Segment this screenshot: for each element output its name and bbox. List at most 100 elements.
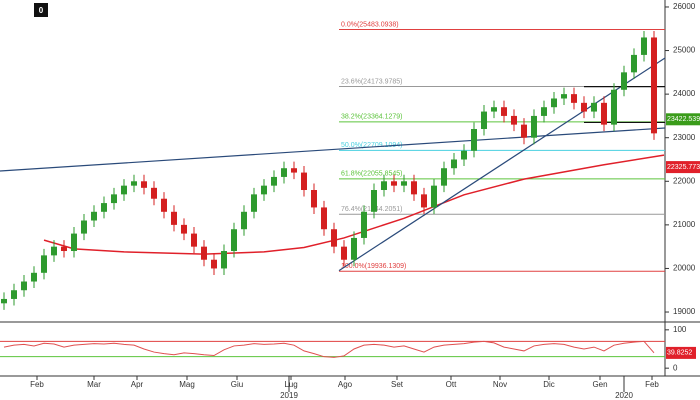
- x-tick-label: Ott: [446, 380, 457, 389]
- candle-body: [301, 172, 307, 191]
- candle-body: [481, 111, 487, 129]
- y-tick-label: 19000: [673, 307, 696, 316]
- year-label: 2020: [615, 391, 633, 400]
- candle-body: [221, 251, 227, 269]
- x-tick-label: Dic: [543, 380, 555, 389]
- x-tick-label: Giu: [231, 380, 243, 389]
- y-tick-label: 24000: [673, 89, 696, 98]
- candle-body: [261, 185, 267, 195]
- x-tick-label: Mag: [179, 380, 195, 389]
- badge-box: [34, 3, 48, 17]
- candle-body: [291, 168, 297, 173]
- candle-body: [171, 211, 177, 225]
- candle-body: [231, 229, 237, 252]
- candle-body: [151, 187, 157, 199]
- candle-body: [531, 115, 537, 138]
- candle-body: [111, 194, 117, 204]
- candle-body: [331, 229, 337, 247]
- candle-body: [131, 181, 137, 186]
- candle-body: [251, 194, 257, 212]
- x-tick-label: Feb: [645, 380, 659, 389]
- candle-body: [611, 89, 617, 125]
- candle-body: [601, 102, 607, 125]
- last-value-label: 23422.5391: [667, 116, 700, 123]
- candle-body: [511, 115, 517, 125]
- x-tick-label: Apr: [131, 380, 144, 389]
- candle-body: [381, 181, 387, 191]
- candle-body: [551, 98, 557, 108]
- x-tick-label: Ago: [338, 380, 353, 389]
- candle-body: [11, 290, 17, 299]
- candle-body: [641, 37, 647, 55]
- candle-body: [1, 298, 7, 304]
- moving-average: [43, 154, 665, 255]
- candle-body: [441, 168, 447, 186]
- rsi-tick-label: 100: [673, 325, 687, 334]
- y-tick-label: 25000: [673, 46, 696, 55]
- candle-body: [631, 54, 637, 73]
- candle-body: [201, 246, 207, 260]
- candle-body: [621, 72, 627, 90]
- candle-body: [401, 181, 407, 186]
- candle-body: [181, 224, 187, 234]
- candle-body: [581, 102, 587, 112]
- rsi-line: [3, 340, 655, 358]
- candle-body: [541, 107, 547, 116]
- candle-body: [51, 246, 57, 256]
- rsi-last-label: 39.8252: [667, 350, 692, 357]
- candle-body: [361, 211, 367, 238]
- candle-body: [341, 246, 347, 260]
- candle-body: [121, 185, 127, 195]
- candle-body: [351, 237, 357, 260]
- rsi-last-box: [666, 346, 696, 359]
- candle-body: [281, 168, 287, 177]
- candle-body: [391, 181, 397, 186]
- fib-label: 0.0%(25483.0938): [341, 21, 399, 28]
- candle-body: [461, 150, 467, 160]
- candle-body: [71, 233, 77, 252]
- last-value-label: 22325.7734: [667, 164, 700, 171]
- candle-body: [521, 124, 527, 138]
- fib-label: 61.8%(22055.8545): [341, 171, 403, 178]
- x-tick-label: Set: [391, 380, 404, 389]
- candle-body: [321, 207, 327, 230]
- candle-body: [411, 181, 417, 195]
- candle-body: [571, 94, 577, 103]
- last-value-box: [666, 113, 700, 126]
- x-tick-label: Feb: [30, 380, 44, 389]
- trendline: [0, 127, 666, 172]
- candle-body: [421, 194, 427, 208]
- candle-body: [61, 246, 67, 252]
- candle-body: [431, 185, 437, 208]
- fib-label: 38.2%(23364.1279): [341, 114, 403, 121]
- candle-body: [91, 211, 97, 221]
- x-tick-label: Lug: [284, 380, 297, 389]
- x-tick-label: Mar: [87, 380, 101, 389]
- badge: 0: [39, 6, 44, 15]
- fib-label: 50.0%(22709.1094): [341, 142, 403, 149]
- x-tick-label: Gen: [592, 380, 607, 389]
- candle-body: [241, 211, 247, 230]
- candle-body: [501, 107, 507, 116]
- candle-body: [161, 198, 167, 212]
- fib-label: 100.0%(19936.1309): [341, 263, 406, 270]
- candle-body: [371, 190, 377, 212]
- y-tick-label: 23000: [673, 133, 696, 142]
- fib-label: 23.6%(24173.9785): [341, 78, 403, 85]
- candle-body: [561, 94, 567, 99]
- candle-body: [101, 203, 107, 212]
- y-tick-label: 20000: [673, 264, 696, 273]
- candle-body: [471, 128, 477, 151]
- candle-body: [191, 233, 197, 247]
- rsi-tick-label: 0: [673, 363, 678, 372]
- candle-body: [451, 159, 457, 169]
- y-tick-label: 22000: [673, 176, 696, 185]
- candle-body: [211, 259, 217, 269]
- year-label: 2019: [280, 391, 298, 400]
- candle-body: [651, 37, 657, 134]
- candle-body: [491, 107, 497, 112]
- y-tick-label: 21000: [673, 220, 696, 229]
- candle-body: [311, 190, 317, 208]
